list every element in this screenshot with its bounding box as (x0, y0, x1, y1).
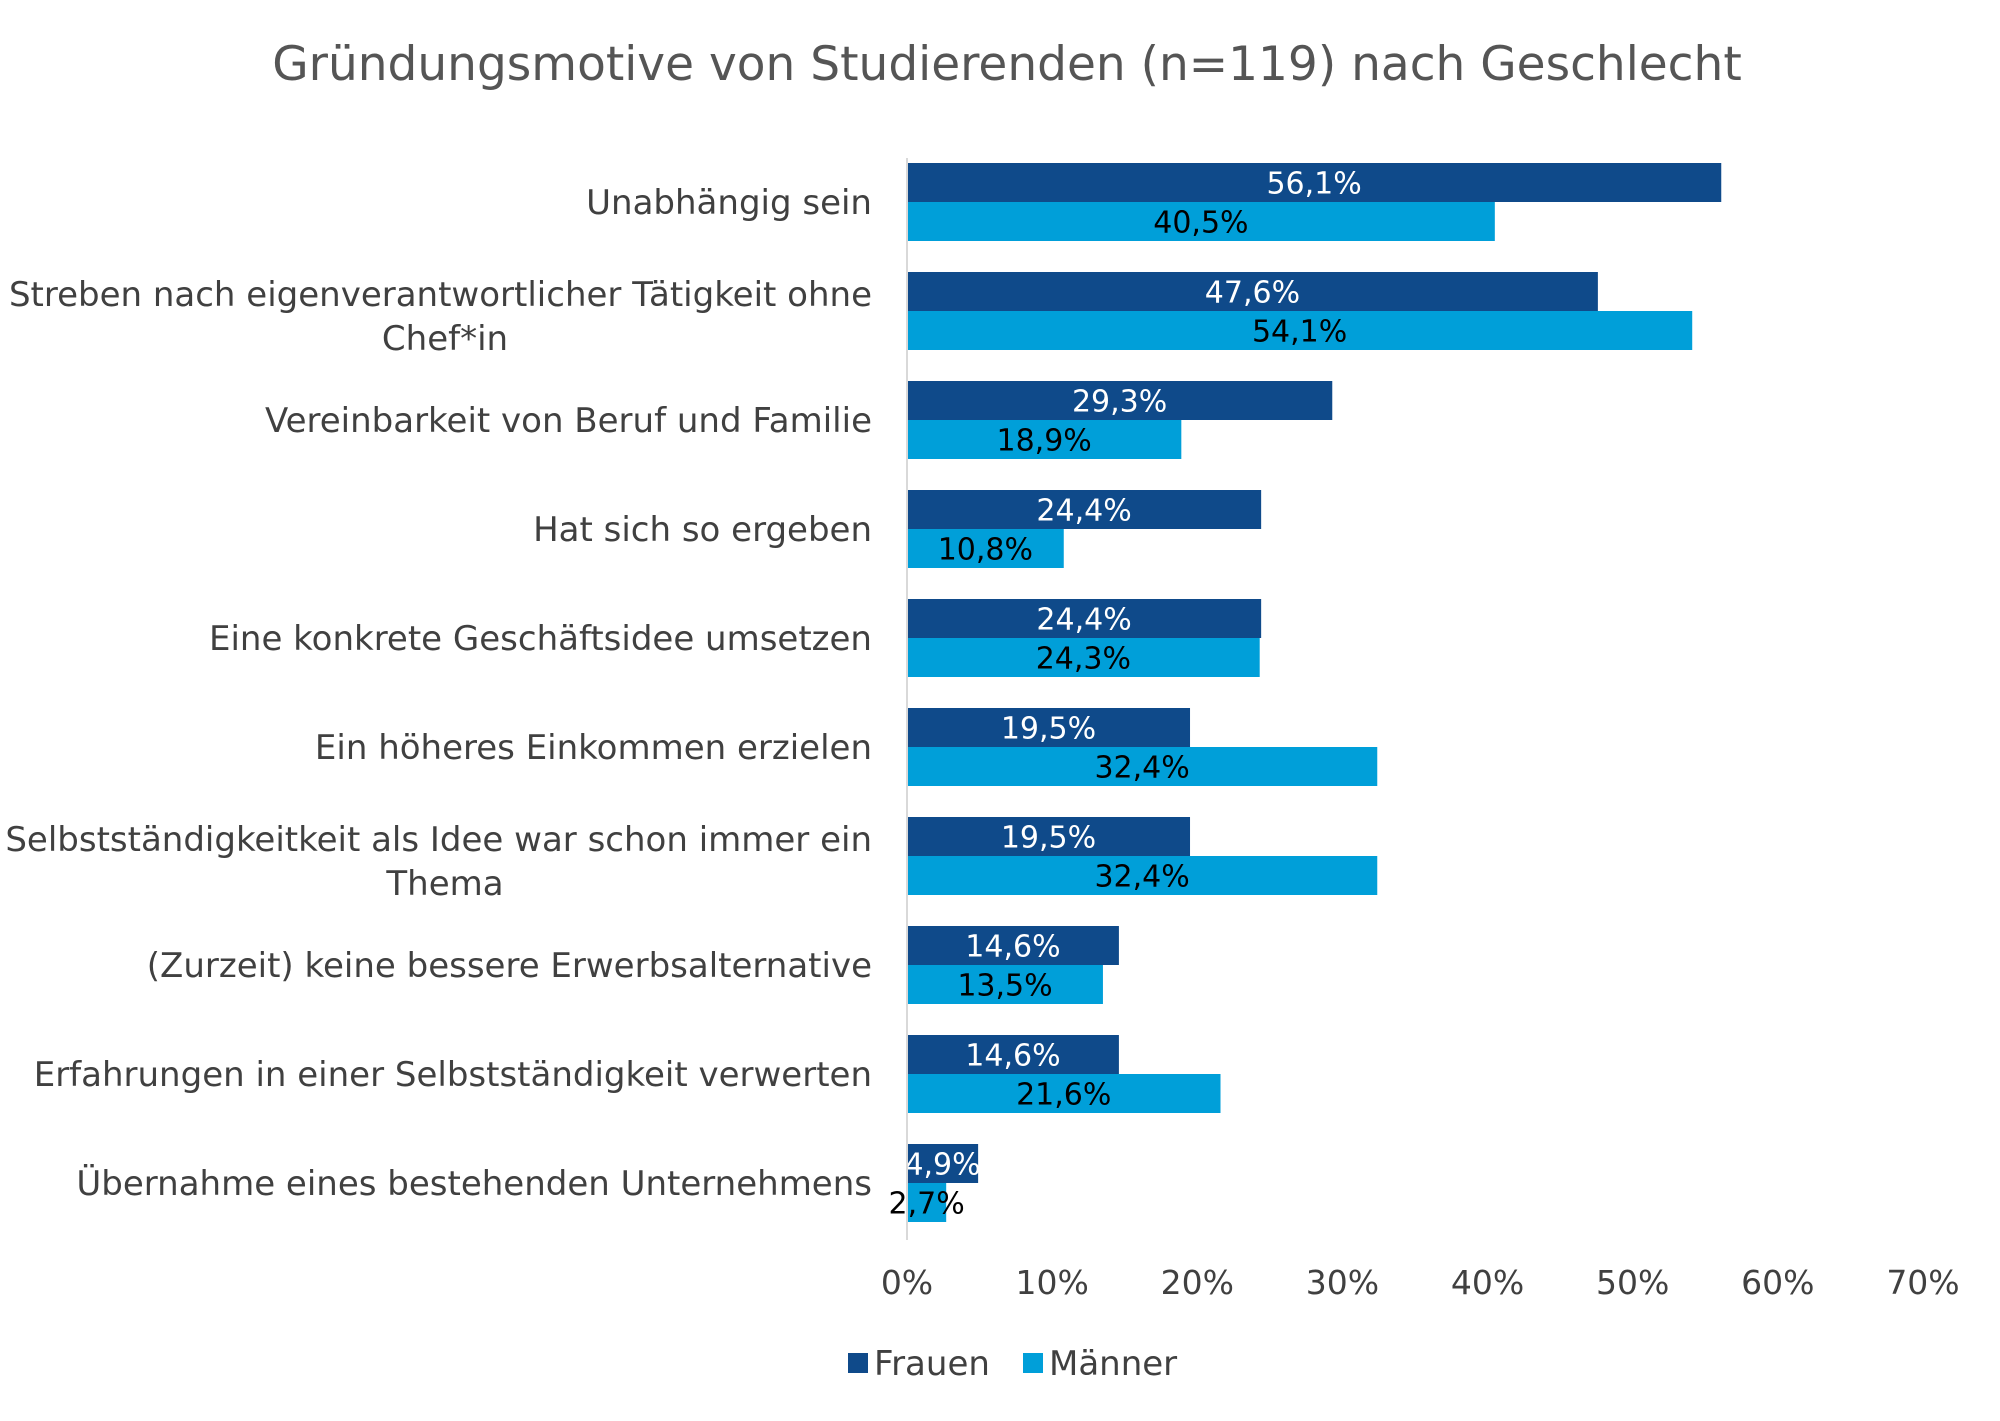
legend-label-frauen: Frauen (874, 1344, 990, 1384)
value-label-maenner: 10,8% (938, 533, 1033, 568)
value-label-maenner: 18,9% (997, 424, 1092, 459)
category-label: Unabhängig sein (586, 183, 872, 223)
x-tick-label: 60% (1741, 1263, 1814, 1302)
bar-frauen (907, 381, 1333, 420)
x-axis-tick-labels: 0% 10% 20% 30% 40% 50% 60% 70% (881, 1263, 1960, 1302)
category-label: (Zurzeit) keine bessere Erwerbsalternati… (147, 946, 872, 986)
value-label-maenner: 32,4% (1094, 860, 1189, 895)
value-labels: 56,1% 40,5% 47,6% 54,1% 29,3% 18,9% 24,4%10,8%… (888, 167, 1361, 1222)
category-label: Erfahrungen in einer Selbstständigkeit v… (34, 1055, 872, 1095)
legend-swatch-maenner (1023, 1353, 1043, 1373)
bar-frauen (907, 599, 1262, 638)
bar-maenner (907, 1074, 1221, 1113)
x-tick-label: 20% (1161, 1263, 1234, 1302)
value-label-maenner: 21,6% (1016, 1078, 1111, 1113)
x-tick-label: 30% (1306, 1263, 1379, 1302)
value-label-maenner: 32,4% (1094, 751, 1189, 786)
value-label-frauen: 56,1% (1266, 167, 1361, 202)
category-label: Hat sich so ergeben (533, 510, 872, 550)
category-label: Übernahme eines bestehenden Unternehmens (76, 1163, 872, 1204)
value-label-maenner: 24,3% (1036, 642, 1131, 677)
bar-maenner (907, 202, 1495, 241)
value-label-frauen: 24,4% (1036, 494, 1131, 529)
value-label-frauen: 24,4% (1036, 603, 1131, 638)
legend: Frauen Männer (848, 1344, 1177, 1384)
bar-frauen (907, 926, 1119, 965)
category-labels: Unabhängig sein Streben nach eigenverantw… (5, 183, 872, 1204)
bar-maenner (907, 311, 1693, 350)
category-label: Eine konkrete Geschäftsidee umsetzen (209, 619, 872, 659)
bars (907, 163, 1722, 1222)
category-label-line2: Chef*in (382, 319, 508, 359)
value-label-maenner: 13,5% (957, 969, 1052, 1004)
bar-frauen (907, 708, 1191, 747)
bar-maenner (907, 747, 1378, 786)
value-label-maenner: 2,7% (888, 1187, 964, 1222)
category-label: Selbstständigkeitkeit als Idee war schon… (5, 820, 872, 860)
x-tick-label: 10% (1015, 1263, 1088, 1302)
value-label-maenner: 54,1% (1252, 315, 1347, 350)
value-label-maenner: 40,5% (1153, 206, 1248, 241)
bar-maenner (907, 420, 1182, 459)
bar-maenner (907, 856, 1378, 895)
bar-maenner (907, 529, 1064, 568)
value-label-frauen: 19,5% (1001, 712, 1096, 747)
bar-frauen (907, 817, 1191, 856)
value-label-frauen: 14,6% (965, 930, 1060, 965)
bar-frauen (907, 1035, 1119, 1074)
value-label-frauen: 14,6% (965, 1039, 1060, 1074)
bar-maenner (907, 965, 1103, 1004)
x-tick-label: 40% (1451, 1263, 1524, 1302)
bar-frauen (907, 1144, 979, 1183)
bar-frauen (907, 490, 1262, 529)
value-label-frauen: 29,3% (1072, 385, 1167, 420)
bar-frauen (907, 163, 1722, 202)
value-label-frauen: 19,5% (1001, 821, 1096, 856)
x-tick-label: 50% (1596, 1263, 1669, 1302)
chart-title: Gründungsmotive von Studierenden (n=119)… (272, 37, 1742, 92)
legend-label-maenner: Männer (1049, 1344, 1177, 1384)
category-label: Vereinbarkeit von Beruf und Familie (265, 401, 872, 441)
bar-maenner (907, 1183, 947, 1222)
x-tick-label: 70% (1886, 1263, 1959, 1302)
value-label-frauen: 4,9% (904, 1148, 980, 1183)
category-label: Streben nach eigenverantwortlicher Tätig… (9, 275, 872, 315)
category-label-line2: Thema (385, 864, 503, 904)
bar-maenner (907, 638, 1260, 677)
x-tick-label: 0% (881, 1263, 933, 1302)
value-label-frauen: 47,6% (1205, 276, 1300, 311)
legend-swatch-frauen (848, 1353, 868, 1373)
category-label: Ein höheres Einkommen erzielen (315, 728, 872, 768)
bar-frauen (907, 272, 1598, 311)
